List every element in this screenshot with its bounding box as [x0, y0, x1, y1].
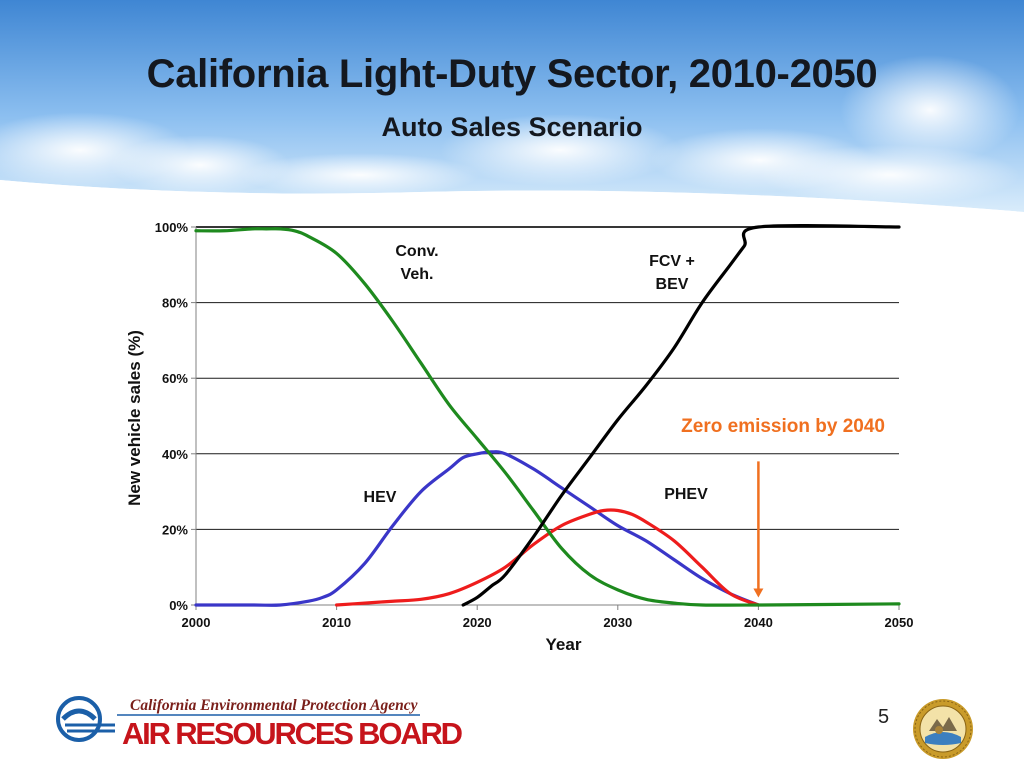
series-label-phev: PHEV [664, 486, 708, 503]
calepa-arb-logo-icon [56, 696, 420, 742]
sky-banner-background [0, 0, 1024, 235]
sales-line-chart: 0%20%40%60%80%100% 2000 2010 2020 2030 2040 2… [125, 220, 914, 654]
series-line-conv [194, 227, 901, 607]
y-tick-label: 20% [162, 522, 188, 537]
y-tick-labels: 0% 20% 40% 60% 80% 100% [155, 220, 189, 613]
series-line-hev [194, 450, 760, 607]
x-tick-label: 2050 [885, 615, 914, 630]
series-line-phev [335, 508, 760, 607]
x-tick-label: 2000 [182, 615, 211, 630]
y-tick-label: 60% [162, 371, 188, 386]
x-tick-label: 2040 [744, 615, 773, 630]
y-tick-label: 40% [162, 447, 188, 462]
zero-emission-annotation: Zero emission by 2040 [681, 416, 885, 437]
y-tick-label: 80% [162, 296, 188, 311]
x-tick-label: 2010 [322, 615, 351, 630]
y-axis-title: New vehicle sales (%) [125, 330, 144, 506]
y-tick-label: 100% [155, 220, 189, 235]
series-label-hev: HEV [364, 489, 397, 506]
page-number: 5 [878, 706, 890, 728]
series-label-fcv: FCV + BEV [649, 253, 695, 293]
series-lines [194, 224, 901, 607]
series-line-fcv [461, 224, 901, 607]
slide-subtitle: Auto Sales Scenario [381, 112, 643, 142]
agency-name: California Environmental Protection Agen… [130, 697, 418, 714]
annotation-arrowhead [753, 588, 764, 598]
board-name: AIR RESOURCES BOARD [122, 716, 463, 751]
x-tick-labels: 2000 2010 2020 2030 2040 2050 [182, 615, 914, 630]
california-state-seal-icon [913, 699, 973, 759]
x-axis-title: Year [546, 635, 582, 654]
slide-title: California Light-Duty Sector, 2010-2050 [146, 52, 878, 96]
chart-panel: 0% 20% 40% 60% 80% 100% 2000 2010 2020 2030 2040 2… [112, 214, 922, 664]
x-tick-label: 2020 [463, 615, 492, 630]
series-labels: Conv. Veh. HEV PHEV FCV + BEV [364, 243, 709, 506]
series-label-conv: Conv. Veh. [395, 243, 438, 283]
y-tick-label: 0% [169, 598, 188, 613]
x-tick-label: 2030 [603, 615, 632, 630]
